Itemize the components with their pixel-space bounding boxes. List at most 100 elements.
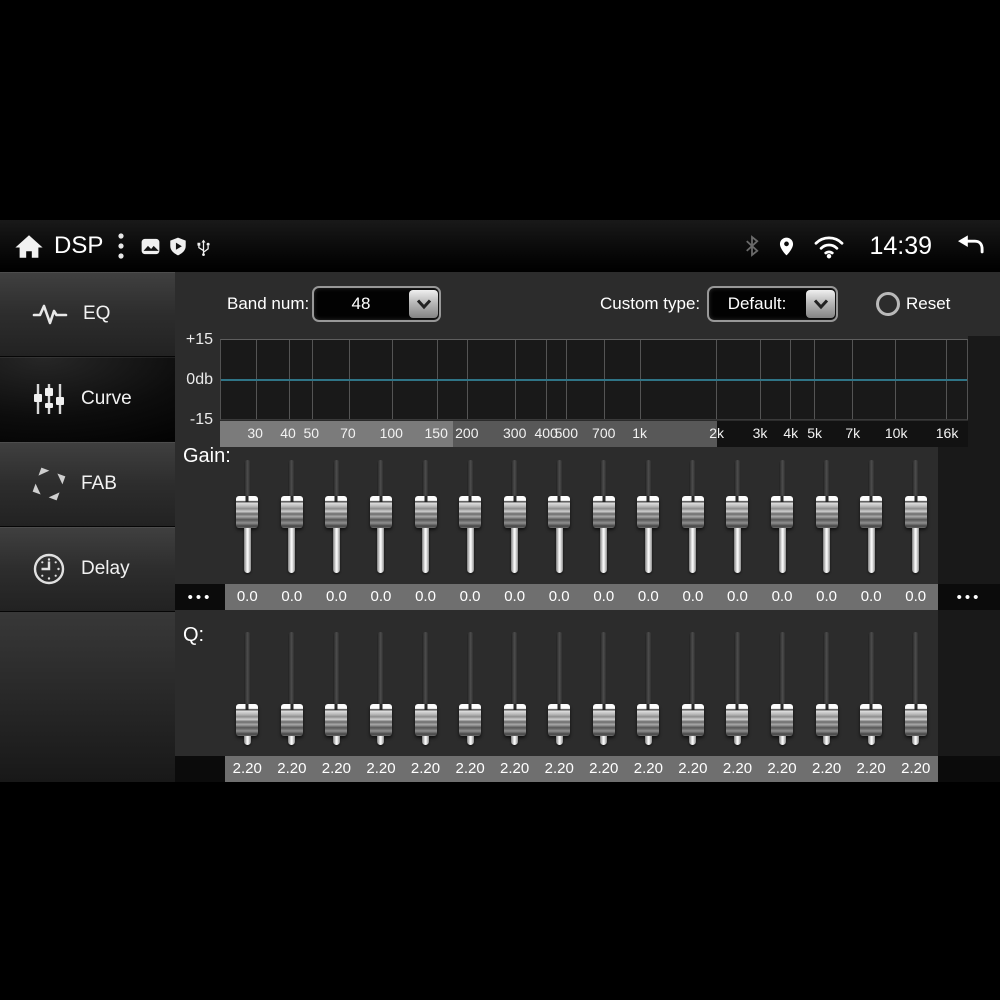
gain-slider[interactable]	[582, 460, 627, 573]
gain-slider[interactable]	[893, 460, 938, 573]
q-slider[interactable]	[225, 632, 270, 745]
band-num-select[interactable]: 48	[312, 286, 441, 322]
slider-thumb[interactable]	[459, 704, 482, 736]
slider-track-lower	[867, 528, 875, 573]
slider-thumb[interactable]	[637, 496, 660, 528]
clock: 14:39	[869, 231, 932, 260]
q-slider[interactable]	[804, 632, 849, 745]
gain-slider[interactable]	[804, 460, 849, 573]
slider-thumb[interactable]	[771, 496, 794, 528]
sidebar-item-fab[interactable]: FAB	[0, 442, 175, 527]
slider-thumb[interactable]	[592, 704, 615, 736]
q-slider[interactable]	[448, 632, 493, 745]
freq-tick-label: 7k	[845, 425, 861, 441]
q-slider[interactable]	[626, 632, 671, 745]
sidebar-item-delay[interactable]: Delay	[0, 527, 175, 612]
gain-slider[interactable]	[448, 460, 493, 573]
slider-thumb[interactable]	[503, 496, 526, 528]
freq-tick-label: 1k	[632, 425, 648, 441]
freq-tick-label: 200	[455, 425, 479, 441]
gain-sliders-row	[225, 460, 938, 573]
slider-thumb[interactable]	[414, 704, 437, 736]
slider-thumb[interactable]	[369, 496, 392, 528]
slider-thumb[interactable]	[637, 704, 660, 736]
slider-thumb[interactable]	[280, 704, 303, 736]
q-value: 2.20	[321, 760, 351, 777]
gain-slider[interactable]	[671, 460, 716, 573]
gain-slider[interactable]	[760, 460, 805, 573]
q-value: 2.20	[767, 760, 797, 777]
q-slider[interactable]	[893, 632, 938, 745]
overflow-menu-icon[interactable]	[117, 231, 125, 261]
slider-thumb[interactable]	[548, 496, 571, 528]
freq-tick-label: 150	[424, 425, 448, 441]
slider-track-upper	[912, 632, 920, 704]
q-slider[interactable]	[849, 632, 894, 745]
home-icon[interactable]	[14, 233, 44, 260]
slider-thumb[interactable]	[904, 496, 927, 528]
slider-thumb[interactable]	[325, 496, 348, 528]
sidebar-item-label: EQ	[83, 303, 111, 324]
chevron-down-icon	[806, 290, 835, 318]
gain-slider[interactable]	[492, 460, 537, 573]
q-value: 2.20	[811, 760, 842, 777]
q-slider[interactable]	[760, 632, 805, 745]
q-value: 2.20	[589, 760, 619, 777]
q-slider[interactable]	[314, 632, 359, 745]
gain-slider[interactable]	[270, 460, 315, 573]
freq-tick-label: 50	[303, 425, 320, 441]
slider-track-upper	[733, 460, 741, 496]
gain-slider[interactable]	[225, 460, 270, 573]
slider-track-lower	[377, 736, 385, 745]
q-slider[interactable]	[492, 632, 537, 745]
q-slider[interactable]	[403, 632, 448, 745]
gain-slider[interactable]	[537, 460, 582, 573]
sidebar-item-curve[interactable]: Curve	[0, 357, 175, 442]
slider-thumb[interactable]	[592, 496, 615, 528]
slider-thumb[interactable]	[681, 496, 704, 528]
slider-thumb[interactable]	[681, 704, 704, 736]
q-slider[interactable]	[537, 632, 582, 745]
gain-value: 0.0	[727, 588, 748, 605]
gain-slider[interactable]	[314, 460, 359, 573]
reset-radio[interactable]	[876, 292, 900, 316]
slider-thumb[interactable]	[236, 704, 259, 736]
q-slider[interactable]	[582, 632, 627, 745]
gain-more-left[interactable]: •••	[175, 584, 225, 610]
slider-thumb[interactable]	[325, 704, 348, 736]
gain-slider[interactable]	[403, 460, 448, 573]
slider-thumb[interactable]	[414, 496, 437, 528]
slider-thumb[interactable]	[726, 496, 749, 528]
slider-thumb[interactable]	[771, 704, 794, 736]
gain-slider[interactable]	[849, 460, 894, 573]
sidebar-item-eq[interactable]: EQ	[0, 272, 175, 357]
q-slider[interactable]	[270, 632, 315, 745]
slider-thumb[interactable]	[815, 496, 838, 528]
gain-slider[interactable]	[715, 460, 760, 573]
gain-more-right[interactable]: •••	[938, 584, 1000, 610]
slider-thumb[interactable]	[459, 496, 482, 528]
custom-type-select[interactable]: Default:	[707, 286, 838, 322]
slider-thumb[interactable]	[548, 704, 571, 736]
slider-track-upper	[466, 632, 474, 704]
slider-thumb[interactable]	[860, 496, 883, 528]
slider-thumb[interactable]	[815, 704, 838, 736]
q-slider[interactable]	[359, 632, 404, 745]
slider-thumb[interactable]	[280, 496, 303, 528]
q-slider[interactable]	[671, 632, 716, 745]
slider-thumb[interactable]	[904, 704, 927, 736]
gallery-icon	[141, 238, 160, 255]
gain-slider[interactable]	[626, 460, 671, 573]
slider-thumb[interactable]	[236, 496, 259, 528]
slider-thumb[interactable]	[369, 704, 392, 736]
slider-thumb[interactable]	[503, 704, 526, 736]
slider-thumb[interactable]	[860, 704, 883, 736]
slider-track-upper	[243, 632, 251, 704]
band-scroll-indicator	[717, 421, 968, 447]
eq-curve-plot[interactable]	[220, 339, 968, 420]
back-icon[interactable]	[955, 234, 986, 259]
slider-thumb[interactable]	[726, 704, 749, 736]
freq-tick-label: 4k	[783, 425, 799, 441]
q-slider[interactable]	[715, 632, 760, 745]
gain-slider[interactable]	[359, 460, 404, 573]
